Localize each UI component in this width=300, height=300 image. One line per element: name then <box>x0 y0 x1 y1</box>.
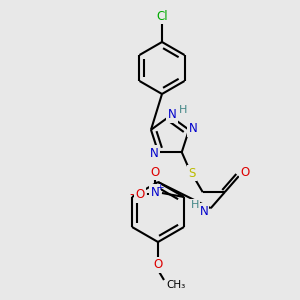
Text: N: N <box>168 109 176 122</box>
Text: O: O <box>135 188 145 202</box>
Text: H: H <box>190 200 199 210</box>
Text: N: N <box>189 122 197 135</box>
Text: CH₃: CH₃ <box>167 280 186 290</box>
Text: O: O <box>153 259 163 272</box>
Text: -: - <box>130 188 134 202</box>
Text: O: O <box>240 166 249 179</box>
Text: N: N <box>151 185 159 199</box>
Text: N: N <box>200 205 208 218</box>
Text: H: H <box>179 105 187 115</box>
Text: N: N <box>150 147 159 160</box>
Text: O: O <box>150 166 160 178</box>
Text: Cl: Cl <box>156 10 168 22</box>
Text: S: S <box>188 167 195 180</box>
Text: +: + <box>156 182 164 191</box>
